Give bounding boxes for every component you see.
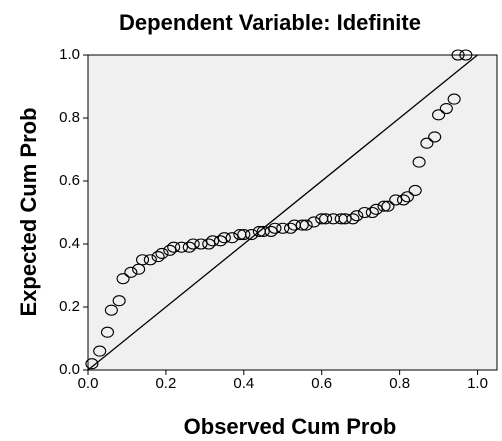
x-tick-label: 0.2 [155,375,176,392]
x-tick-label: 0.8 [389,375,410,392]
y-tick-label: 0.4 [59,235,80,252]
point [377,200,391,212]
point [358,206,372,219]
point [135,254,150,266]
point [202,238,216,250]
point [217,232,231,244]
point [319,213,333,225]
point [112,295,126,307]
point [256,225,270,237]
point [116,273,130,285]
point [167,241,181,253]
point [155,247,169,259]
point [225,232,239,244]
x-tick-label: 1.0 [467,375,488,392]
x-tick-label: 0.6 [311,375,332,392]
point [143,254,157,266]
x-axis-label: Observed Cum Prob [184,414,397,439]
point [428,131,442,143]
point [412,156,426,168]
point [163,244,177,256]
point [400,191,414,203]
y-tick-label: 1.0 [59,46,80,63]
point [432,109,446,121]
point [408,184,422,196]
point [186,238,200,250]
point [299,219,313,231]
point [100,326,115,338]
y-tick-label: 0.6 [59,172,80,189]
point [213,235,227,247]
point [104,304,118,316]
y-tick-label: 0.8 [59,109,80,126]
y-tick-label: 0.0 [59,361,80,378]
point [93,345,107,357]
point [124,266,138,278]
point [381,200,395,212]
point [295,219,309,231]
y-tick-label: 0.2 [59,298,80,315]
point [284,222,298,234]
point [264,225,278,237]
point [389,194,403,206]
plot-area [87,54,498,371]
y-axis-label: Expected Cum Prob [16,107,41,316]
point [451,49,465,61]
point [365,206,379,219]
point [396,194,411,206]
point [194,238,208,250]
point [338,213,352,225]
point [439,103,453,115]
point [346,213,360,225]
point [206,235,220,247]
point [237,229,251,241]
point [369,203,383,215]
point [350,210,364,222]
point [420,137,434,149]
point [85,358,99,370]
x-tick-label: 0.0 [78,375,99,392]
point [245,229,259,241]
point [459,49,473,61]
chart-title: Dependent Variable: Idefinite [119,10,421,35]
point [151,251,165,263]
x-tick-label: 0.4 [233,375,254,392]
point [182,241,196,253]
point [268,222,282,234]
reference-line [87,54,478,371]
point [174,241,189,253]
point [276,222,290,234]
point [307,216,321,228]
point [447,93,461,105]
